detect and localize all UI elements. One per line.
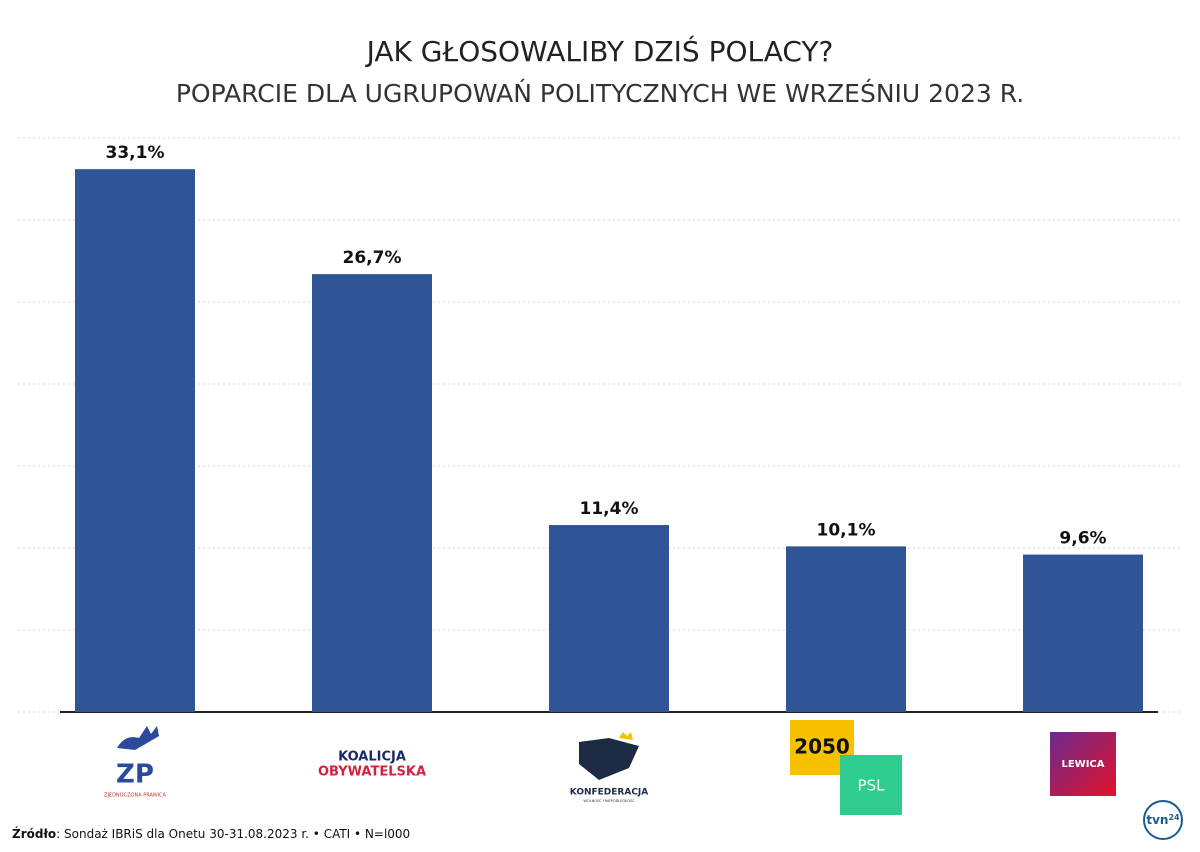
category-label: KONFEDERACJA <box>570 788 649 798</box>
category-label: PSL <box>858 777 886 795</box>
value-label: 11,4% <box>580 499 639 519</box>
logo-box <box>840 755 902 815</box>
bar <box>786 546 906 712</box>
logo: tvn24 <box>1146 813 1180 827</box>
value-label: 10,1% <box>817 520 876 540</box>
bar <box>1023 554 1143 712</box>
chart-title: JAK GŁOSOWALIBY DZIŚ POLACY? <box>365 34 834 68</box>
category-label: OBYWATELSKA <box>318 765 426 780</box>
value-label: 26,7% <box>343 248 402 268</box>
source: Źródło: Sondaż IBRiS dla Onetu 30-31.08.… <box>12 826 410 841</box>
source-text: : Sondaż IBRiS dla Onetu 30-31.08.2023 r… <box>56 827 410 841</box>
logo-ring <box>1143 800 1183 840</box>
category-label: ZP <box>116 760 154 790</box>
bar <box>312 274 432 712</box>
category-label: KOALICJA <box>338 750 406 765</box>
logo-text: 24 <box>1168 813 1180 822</box>
logo-text: tvn <box>1146 813 1168 827</box>
value-label: 9,6% <box>1059 529 1106 549</box>
logo-box <box>1050 732 1116 796</box>
category-label: 2050 <box>794 735 850 759</box>
chart-subtitle: POPARCIE DLA UGRUPOWAŃ POLITYCZNYCH WE W… <box>176 78 1024 108</box>
value-label: 33,1% <box>106 143 165 163</box>
logo-shape <box>579 738 639 780</box>
logo-shape <box>619 732 633 740</box>
category-label: WOLNOŚĆ I NIEPODLEGŁOŚĆ <box>583 798 635 803</box>
category-label: LEWICA <box>1061 759 1104 770</box>
logo-shape <box>117 726 159 750</box>
bar <box>75 169 195 712</box>
bar <box>549 525 669 712</box>
source-label: Źródło <box>12 826 56 841</box>
category-label: ZJEDNOCZONA PRAWICA <box>104 793 167 799</box>
